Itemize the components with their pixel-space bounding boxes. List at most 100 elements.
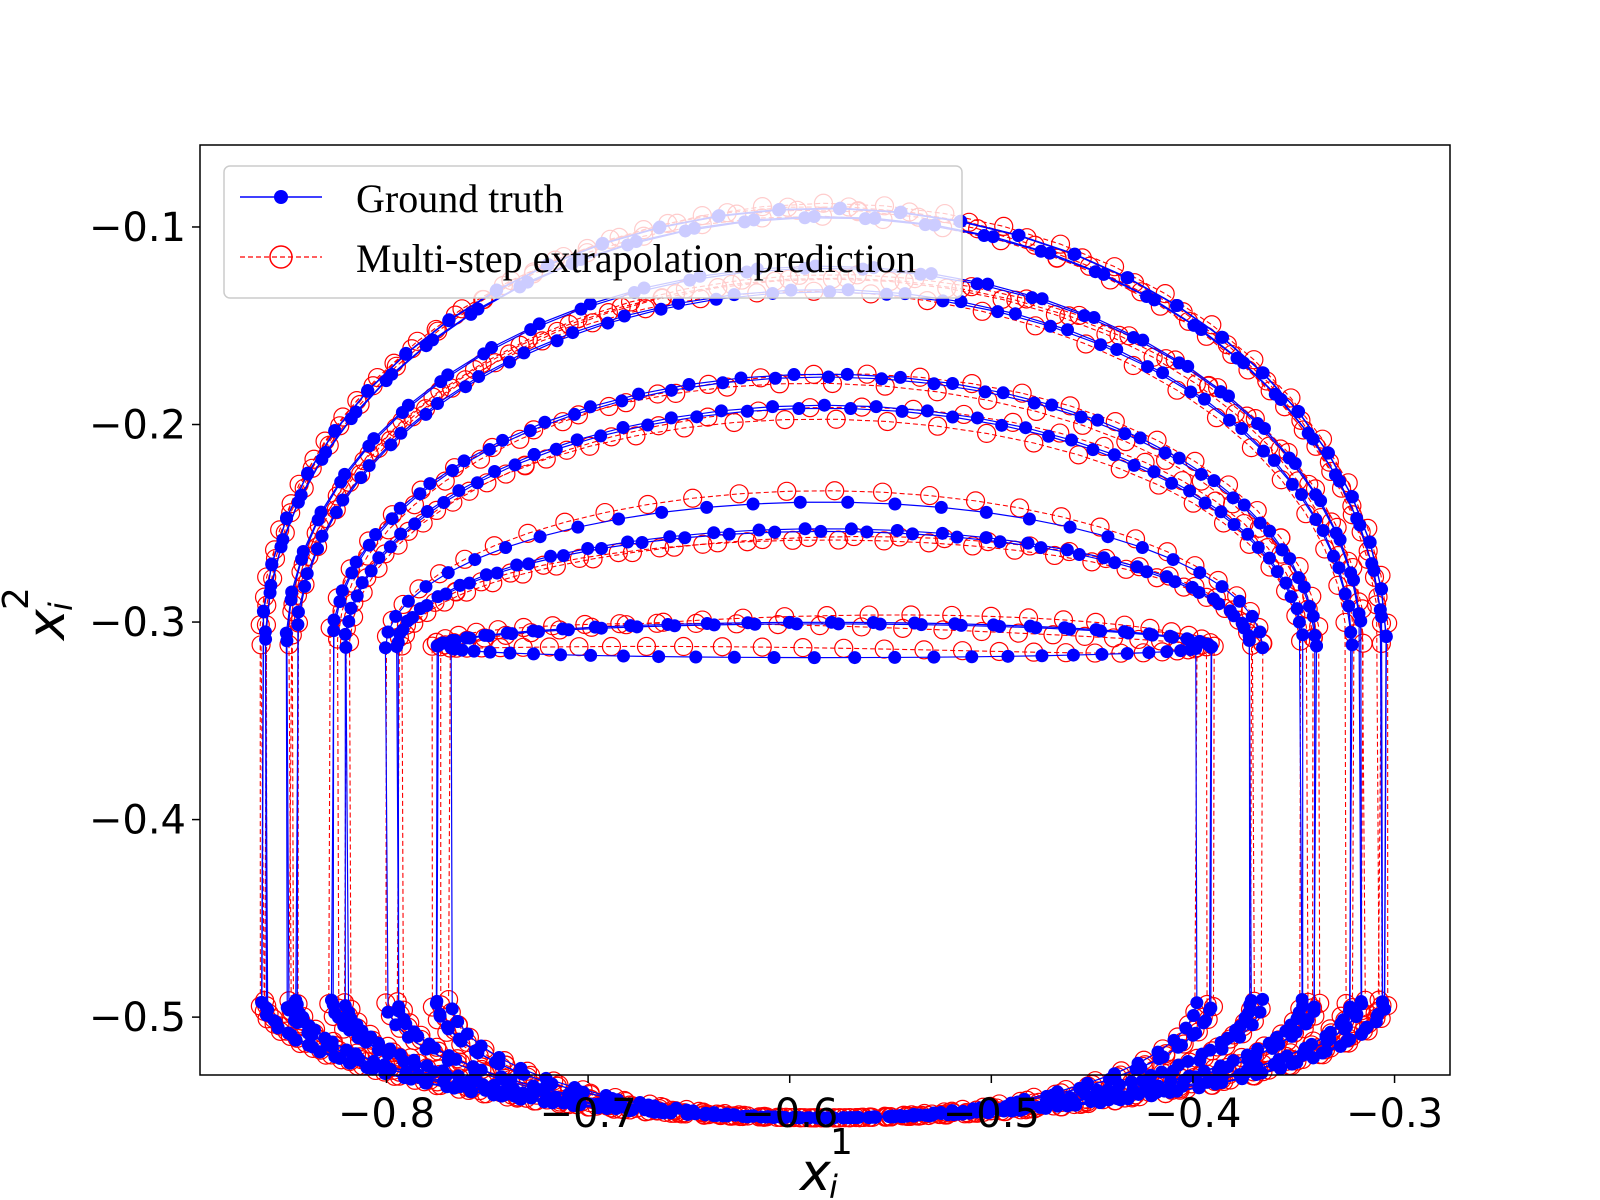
ground-truth-point xyxy=(1307,1004,1321,1018)
ground-truth-point xyxy=(1187,1008,1201,1022)
ground-truth-point xyxy=(1051,1097,1065,1111)
prediction-point xyxy=(777,481,797,501)
ground-truth-point xyxy=(752,523,766,537)
ground-truth-point xyxy=(1288,457,1302,471)
ground-truth-point xyxy=(1002,1102,1016,1116)
ground-truth-point xyxy=(991,305,1005,319)
ground-truth-point xyxy=(1349,1010,1363,1024)
ground-truth-point xyxy=(280,1001,294,1015)
prediction-line xyxy=(440,614,1215,1119)
ground-truth-point xyxy=(1227,518,1241,532)
ground-truth-point xyxy=(355,576,369,590)
ground-truth-point xyxy=(632,387,646,401)
ground-truth-point xyxy=(1297,580,1311,594)
y-tick-label: −0.5 xyxy=(89,995,186,1041)
ground-truth-point xyxy=(794,1111,808,1125)
ground-truth-point xyxy=(1022,512,1036,526)
ground-truth-point xyxy=(1227,609,1241,623)
ground-truth-point xyxy=(1292,571,1306,585)
ground-truth-point xyxy=(1121,626,1135,640)
ground-truth-point xyxy=(1091,413,1105,427)
prediction-point xyxy=(539,637,560,657)
ground-truth-point xyxy=(710,1108,724,1122)
ground-truth-point xyxy=(1306,609,1320,623)
ground-truth-point xyxy=(527,448,541,462)
y-tick-label: −0.4 xyxy=(89,798,186,844)
ground-truth-point xyxy=(840,367,854,381)
prediction-point xyxy=(435,471,455,491)
ground-truth-point xyxy=(1192,585,1206,599)
ground-truth-point xyxy=(339,640,353,654)
ground-truth-point xyxy=(1136,333,1150,347)
ground-truth-point xyxy=(513,1092,527,1106)
ground-truth-point xyxy=(821,370,835,384)
ground-truth-point xyxy=(601,316,615,330)
ground-truth-point xyxy=(1354,1027,1368,1041)
ground-truth-point xyxy=(890,523,904,537)
ground-truth-line xyxy=(384,501,1264,1119)
x-tick-label: −0.8 xyxy=(338,1091,435,1137)
ground-truth-point xyxy=(345,566,359,580)
ground-truth-point xyxy=(367,432,381,446)
ground-truth-point xyxy=(433,1007,447,1021)
svg-text:2: 2 xyxy=(0,587,37,610)
prediction-line xyxy=(385,490,1264,1119)
ground-truth-point xyxy=(532,317,546,331)
ground-truth-point xyxy=(1172,451,1186,465)
ground-truth-point xyxy=(970,277,984,291)
ground-truth-point xyxy=(1156,366,1170,380)
ground-truth-point xyxy=(1121,271,1135,285)
ground-truth-point xyxy=(1095,647,1109,661)
ground-truth-point xyxy=(383,540,397,554)
ground-truth-point xyxy=(740,404,754,418)
ground-truth-point xyxy=(394,426,408,440)
ground-truth-point xyxy=(1074,410,1088,424)
ground-truth-point xyxy=(1363,535,1377,549)
ground-truth-point xyxy=(875,372,889,386)
ground-truth-point xyxy=(690,410,704,424)
ground-truth-point xyxy=(1267,453,1281,467)
prediction-point xyxy=(729,484,749,504)
prediction-line xyxy=(328,382,1314,1119)
ground-truth-point xyxy=(981,1106,995,1120)
prediction-point xyxy=(1012,383,1032,403)
ground-truth-point xyxy=(1186,1028,1200,1042)
ground-truth-point xyxy=(381,1005,395,1019)
ground-truth-point xyxy=(1303,599,1317,613)
ground-truth-point xyxy=(482,629,496,643)
prediction-point xyxy=(1025,235,1045,255)
x-tick-label: −0.5 xyxy=(943,1091,1040,1137)
ground-truth-point xyxy=(452,1032,466,1046)
ground-truth-point xyxy=(396,623,410,637)
ground-truth-point xyxy=(296,544,310,558)
ground-truth-point xyxy=(259,1008,273,1022)
ground-truth-point xyxy=(1354,614,1368,628)
prediction-point xyxy=(752,637,772,657)
ground-truth-point xyxy=(1063,520,1077,534)
ground-truth-point xyxy=(1333,1039,1347,1053)
prediction-point xyxy=(933,620,953,640)
ground-truth-point xyxy=(817,398,831,412)
ground-truth-point xyxy=(466,1060,480,1074)
ground-truth-point xyxy=(1068,247,1082,261)
ground-truth-point xyxy=(568,407,582,421)
ground-truth-point xyxy=(689,650,703,664)
ground-truth-point xyxy=(1190,996,1204,1010)
ground-truth-point xyxy=(430,994,444,1008)
ground-truth-point xyxy=(462,1074,476,1088)
ground-truth-point xyxy=(445,1002,459,1016)
ground-truth-point xyxy=(888,650,902,664)
ground-truth-point xyxy=(935,526,949,540)
ground-truth-point xyxy=(1265,1041,1279,1055)
ground-truth-point xyxy=(1187,318,1201,332)
ground-truth-point xyxy=(741,1109,755,1123)
prediction-point xyxy=(826,409,846,429)
ground-truth-point xyxy=(329,505,343,519)
prediction-point xyxy=(825,481,845,501)
ground-truth-point xyxy=(333,594,347,608)
ground-truth-point xyxy=(1238,1011,1252,1025)
ground-truth-point xyxy=(848,651,862,665)
svg-text:x: x xyxy=(798,1143,832,1200)
ground-truth-point xyxy=(462,576,476,590)
ground-truth-point xyxy=(996,386,1010,400)
